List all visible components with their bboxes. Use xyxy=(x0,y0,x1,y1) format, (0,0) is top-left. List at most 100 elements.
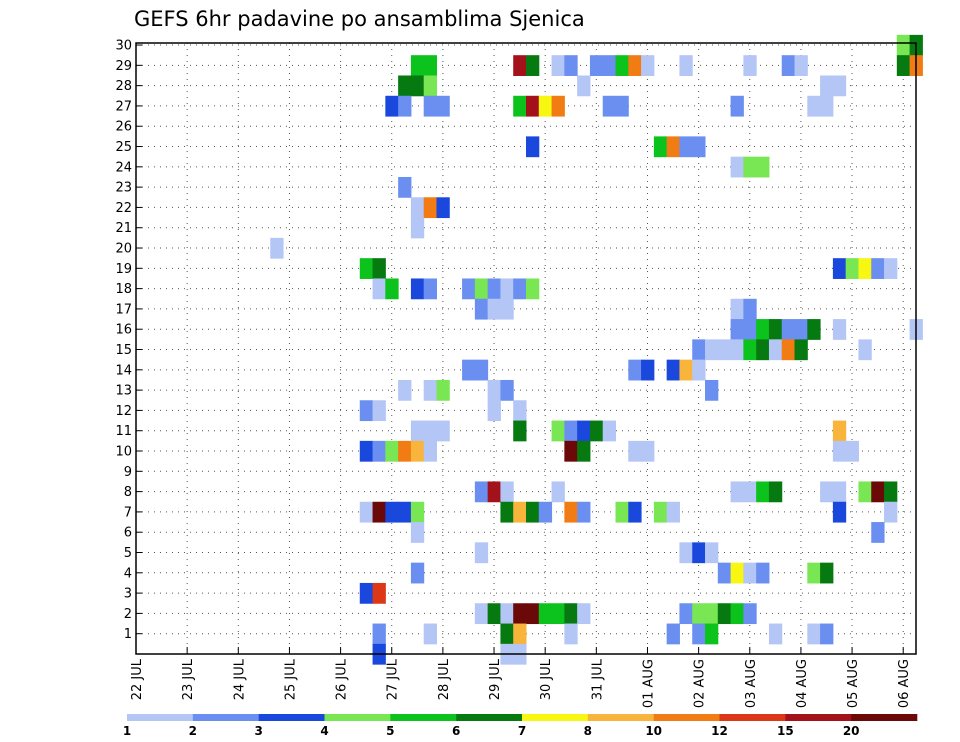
precip-cell xyxy=(717,603,732,625)
precip-cell xyxy=(564,501,578,523)
precip-cell xyxy=(398,75,412,97)
precip-cell xyxy=(423,379,437,401)
precip-cell xyxy=(730,562,744,584)
precip-cell xyxy=(398,440,412,462)
precip-cell xyxy=(832,258,847,279)
colorbar-swatch xyxy=(324,714,391,721)
precip-cell xyxy=(564,623,578,645)
precip-cell xyxy=(423,95,437,117)
precip-cell xyxy=(410,440,425,462)
precip-cell xyxy=(423,440,437,462)
precip-cell xyxy=(730,339,744,361)
precip-cell xyxy=(820,481,834,503)
precip-cell xyxy=(589,420,604,442)
precip-cell xyxy=(564,420,578,442)
precip-cell xyxy=(513,420,527,442)
precip-cell xyxy=(551,603,565,625)
x-tick-label: 24 JUL xyxy=(232,658,247,700)
precip-cell xyxy=(628,501,642,523)
precip-cell xyxy=(423,197,437,219)
chart-title: GEFS 6hr padavine po ansamblima Sjenica xyxy=(134,7,585,31)
precip-cell xyxy=(462,278,476,300)
precip-cell xyxy=(474,542,489,564)
precip-cell xyxy=(500,501,514,523)
x-tick-label: 01 AUG xyxy=(641,659,656,708)
precip-cell xyxy=(474,603,489,625)
precip-cells xyxy=(270,34,923,665)
precip-cell xyxy=(768,481,783,503)
precip-cell xyxy=(385,95,399,117)
y-tick-label: 1 xyxy=(124,627,132,642)
x-tick-label: 29 JUL xyxy=(488,658,503,700)
precip-cell xyxy=(794,319,808,340)
y-tick-label: 4 xyxy=(124,566,132,581)
colorbar-swatch xyxy=(785,714,852,721)
precip-cell xyxy=(423,420,437,442)
precip-cell xyxy=(538,603,553,625)
precip-cell xyxy=(692,542,706,564)
y-tick-label: 9 xyxy=(124,465,132,480)
precip-cell xyxy=(653,136,668,158)
x-tick-label: 22 JUL xyxy=(130,658,145,700)
precip-cell xyxy=(628,55,642,76)
precip-cell xyxy=(436,197,450,219)
precip-cell xyxy=(832,440,847,462)
precip-cell xyxy=(705,379,719,401)
precip-cell xyxy=(385,278,399,300)
precip-cell xyxy=(602,95,617,117)
precip-cell xyxy=(858,481,872,503)
precip-cell xyxy=(756,319,770,340)
precip-cell xyxy=(884,258,898,279)
colorbar-swatch xyxy=(587,714,654,721)
precip-cell xyxy=(487,481,501,503)
precip-cell xyxy=(705,339,719,361)
y-tick-label: 22 xyxy=(115,201,132,216)
x-tick-label: 02 AUG xyxy=(693,659,708,708)
precip-cell xyxy=(884,481,898,503)
colorbar-swatch xyxy=(653,714,720,721)
precip-cell xyxy=(526,278,540,300)
precip-cell xyxy=(410,278,425,300)
precip-cell xyxy=(832,319,847,340)
y-tick-label: 26 xyxy=(115,120,132,135)
plot-frame xyxy=(135,42,917,655)
y-tick-label: 21 xyxy=(115,221,132,236)
precip-cell xyxy=(807,562,821,584)
precip-cell xyxy=(410,55,425,76)
precip-cell xyxy=(526,136,540,158)
precip-cell xyxy=(372,501,386,523)
precip-cell xyxy=(359,400,374,422)
precip-cell xyxy=(564,55,578,76)
precip-cell xyxy=(628,359,642,381)
precip-cell xyxy=(577,420,591,442)
precip-cell xyxy=(372,440,386,462)
x-tick-label: 27 JUL xyxy=(386,658,401,700)
precip-cell xyxy=(858,339,872,361)
precip-cell xyxy=(679,136,693,158)
precip-cell xyxy=(436,420,450,442)
precip-cell xyxy=(832,420,847,442)
precip-cell xyxy=(743,319,757,340)
y-tick-label: 3 xyxy=(124,587,132,602)
precip-cell xyxy=(666,359,680,381)
precip-cell xyxy=(692,339,706,361)
x-tick-label: 03 AUG xyxy=(744,659,759,708)
precip-cell xyxy=(858,258,872,279)
precip-cell xyxy=(423,55,437,76)
precip-cell xyxy=(781,319,796,340)
colorbar-label: 6 xyxy=(452,724,460,738)
precip-cell xyxy=(577,440,591,462)
precip-cell xyxy=(781,339,796,361)
precip-cell xyxy=(513,400,527,422)
precip-cell xyxy=(730,603,744,625)
precip-cell xyxy=(487,379,501,401)
precip-cell xyxy=(832,75,847,97)
precip-cell xyxy=(756,339,770,361)
colorbar-label: 5 xyxy=(386,724,394,738)
colorbar-swatch xyxy=(851,714,918,721)
precip-cell xyxy=(410,522,425,543)
y-tick-label: 19 xyxy=(115,262,132,277)
precip-cell xyxy=(820,623,834,645)
precip-cell xyxy=(410,217,425,239)
